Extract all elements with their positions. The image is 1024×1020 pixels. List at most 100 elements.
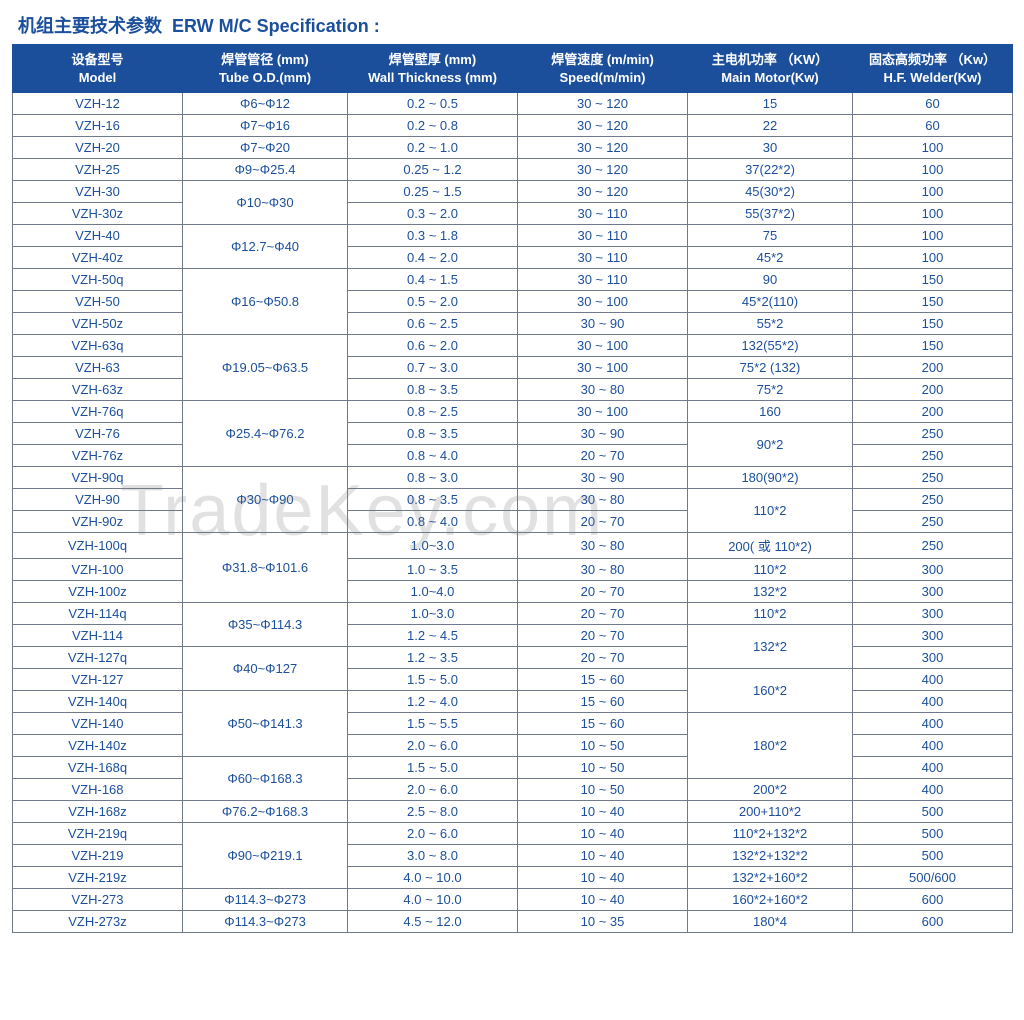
cell-model: VZH-140z bbox=[13, 735, 183, 757]
cell-motor: 110*2 bbox=[688, 559, 853, 581]
cell-motor: 90 bbox=[688, 269, 853, 291]
cell-od: Φ76.2~Φ168.3 bbox=[183, 801, 348, 823]
cell-motor: 160*2 bbox=[688, 669, 853, 713]
table-row: VZH-50qΦ16~Φ50.80.4 ~ 1.530 ~ 11090150 bbox=[13, 269, 1013, 291]
cell-model: VZH-114q bbox=[13, 603, 183, 625]
cell-motor: 160*2+160*2 bbox=[688, 889, 853, 911]
cell-hf: 400 bbox=[853, 669, 1013, 691]
cell-speed: 15 ~ 60 bbox=[518, 713, 688, 735]
table-row: VZH-1001.0 ~ 3.530 ~ 80110*2300 bbox=[13, 559, 1013, 581]
header-col-5: 固态高频功率 （Kw）H.F. Welder(Kw) bbox=[853, 45, 1013, 93]
cell-od: Φ7~Φ20 bbox=[183, 137, 348, 159]
cell-od: Φ25.4~Φ76.2 bbox=[183, 401, 348, 467]
cell-od: Φ31.8~Φ101.6 bbox=[183, 533, 348, 603]
table-row: VZH-40z0.4 ~ 2.030 ~ 11045*2100 bbox=[13, 247, 1013, 269]
table-row: VZH-900.8 ~ 3.530 ~ 80110*2250 bbox=[13, 489, 1013, 511]
cell-model: VZH-76 bbox=[13, 423, 183, 445]
cell-hf: 300 bbox=[853, 603, 1013, 625]
cell-hf: 400 bbox=[853, 757, 1013, 779]
cell-speed: 30 ~ 120 bbox=[518, 159, 688, 181]
cell-hf: 500 bbox=[853, 801, 1013, 823]
cell-thickness: 0.2 ~ 0.8 bbox=[348, 115, 518, 137]
cell-model: VZH-140 bbox=[13, 713, 183, 735]
table-row: VZH-273zΦ114.3~Φ2734.5 ~ 12.010 ~ 35180*… bbox=[13, 911, 1013, 933]
cell-model: VZH-100 bbox=[13, 559, 183, 581]
cell-model: VZH-63z bbox=[13, 379, 183, 401]
cell-model: VZH-90 bbox=[13, 489, 183, 511]
cell-od: Φ40~Φ127 bbox=[183, 647, 348, 691]
cell-hf: 250 bbox=[853, 445, 1013, 467]
cell-od: Φ9~Φ25.4 bbox=[183, 159, 348, 181]
cell-thickness: 0.8 ~ 3.5 bbox=[348, 423, 518, 445]
cell-thickness: 2.0 ~ 6.0 bbox=[348, 735, 518, 757]
cell-model: VZH-127q bbox=[13, 647, 183, 669]
header-col-4: 主电机功率 （KW）Main Motor(Kw) bbox=[688, 45, 853, 93]
table-row: VZH-219qΦ90~Φ219.12.0 ~ 6.010 ~ 40110*2+… bbox=[13, 823, 1013, 845]
cell-speed: 20 ~ 70 bbox=[518, 603, 688, 625]
cell-model: VZH-63 bbox=[13, 357, 183, 379]
table-row: VZH-140z2.0 ~ 6.010 ~ 50400 bbox=[13, 735, 1013, 757]
cell-model: VZH-30z bbox=[13, 203, 183, 225]
cell-hf: 600 bbox=[853, 889, 1013, 911]
cell-hf: 200 bbox=[853, 401, 1013, 423]
table-row: VZH-16Φ7~Φ160.2 ~ 0.830 ~ 1202260 bbox=[13, 115, 1013, 137]
cell-motor: 110*2+132*2 bbox=[688, 823, 853, 845]
cell-hf: 100 bbox=[853, 203, 1013, 225]
cell-thickness: 0.8 ~ 4.0 bbox=[348, 511, 518, 533]
cell-thickness: 1.0 ~ 3.5 bbox=[348, 559, 518, 581]
cell-motor: 180(90*2) bbox=[688, 467, 853, 489]
cell-motor: 132*2+132*2 bbox=[688, 845, 853, 867]
cell-model: VZH-168 bbox=[13, 779, 183, 801]
table-row: VZH-1271.5 ~ 5.015 ~ 60160*2400 bbox=[13, 669, 1013, 691]
cell-thickness: 1.2 ~ 4.5 bbox=[348, 625, 518, 647]
cell-motor: 200+110*2 bbox=[688, 801, 853, 823]
cell-od: Φ6~Φ12 bbox=[183, 93, 348, 115]
cell-thickness: 0.8 ~ 3.5 bbox=[348, 379, 518, 401]
cell-thickness: 0.6 ~ 2.0 bbox=[348, 335, 518, 357]
cell-hf: 250 bbox=[853, 489, 1013, 511]
table-row: VZH-630.7 ~ 3.030 ~ 10075*2 (132)200 bbox=[13, 357, 1013, 379]
table-row: VZH-140qΦ50~Φ141.31.2 ~ 4.015 ~ 60400 bbox=[13, 691, 1013, 713]
cell-motor: 75*2 bbox=[688, 379, 853, 401]
cell-od: Φ114.3~Φ273 bbox=[183, 889, 348, 911]
cell-motor: 200( 或 110*2) bbox=[688, 533, 853, 559]
cell-model: VZH-90q bbox=[13, 467, 183, 489]
cell-motor: 45(30*2) bbox=[688, 181, 853, 203]
cell-model: VZH-140q bbox=[13, 691, 183, 713]
cell-speed: 30 ~ 80 bbox=[518, 489, 688, 511]
cell-hf: 300 bbox=[853, 581, 1013, 603]
cell-hf: 400 bbox=[853, 779, 1013, 801]
cell-thickness: 1.2 ~ 4.0 bbox=[348, 691, 518, 713]
cell-model: VZH-16 bbox=[13, 115, 183, 137]
cell-motor: 22 bbox=[688, 115, 853, 137]
table-row: VZH-760.8 ~ 3.530 ~ 9090*2250 bbox=[13, 423, 1013, 445]
cell-model: VZH-40 bbox=[13, 225, 183, 247]
cell-model: VZH-50z bbox=[13, 313, 183, 335]
cell-hf: 400 bbox=[853, 713, 1013, 735]
cell-speed: 30 ~ 80 bbox=[518, 379, 688, 401]
cell-speed: 30 ~ 110 bbox=[518, 269, 688, 291]
cell-motor: 15 bbox=[688, 93, 853, 115]
cell-model: VZH-76z bbox=[13, 445, 183, 467]
cell-thickness: 0.8 ~ 3.5 bbox=[348, 489, 518, 511]
header-col-0: 设备型号Model bbox=[13, 45, 183, 93]
title-chinese: 机组主要技术参数 bbox=[18, 12, 162, 38]
cell-hf: 150 bbox=[853, 313, 1013, 335]
cell-motor: 45*2(110) bbox=[688, 291, 853, 313]
cell-hf: 150 bbox=[853, 291, 1013, 313]
cell-model: VZH-219z bbox=[13, 867, 183, 889]
cell-thickness: 4.0 ~ 10.0 bbox=[348, 889, 518, 911]
cell-hf: 150 bbox=[853, 269, 1013, 291]
cell-thickness: 3.0 ~ 8.0 bbox=[348, 845, 518, 867]
table-row: VZH-20Φ7~Φ200.2 ~ 1.030 ~ 12030100 bbox=[13, 137, 1013, 159]
cell-thickness: 1.0~4.0 bbox=[348, 581, 518, 603]
cell-hf: 100 bbox=[853, 247, 1013, 269]
cell-motor: 180*4 bbox=[688, 911, 853, 933]
cell-speed: 15 ~ 60 bbox=[518, 669, 688, 691]
cell-model: VZH-76q bbox=[13, 401, 183, 423]
cell-speed: 30 ~ 100 bbox=[518, 335, 688, 357]
table-row: VZH-1141.2 ~ 4.520 ~ 70132*2300 bbox=[13, 625, 1013, 647]
table-row: VZH-90z0.8 ~ 4.020 ~ 70250 bbox=[13, 511, 1013, 533]
cell-od: Φ12.7~Φ40 bbox=[183, 225, 348, 269]
table-row: VZH-100z1.0~4.020 ~ 70132*2300 bbox=[13, 581, 1013, 603]
